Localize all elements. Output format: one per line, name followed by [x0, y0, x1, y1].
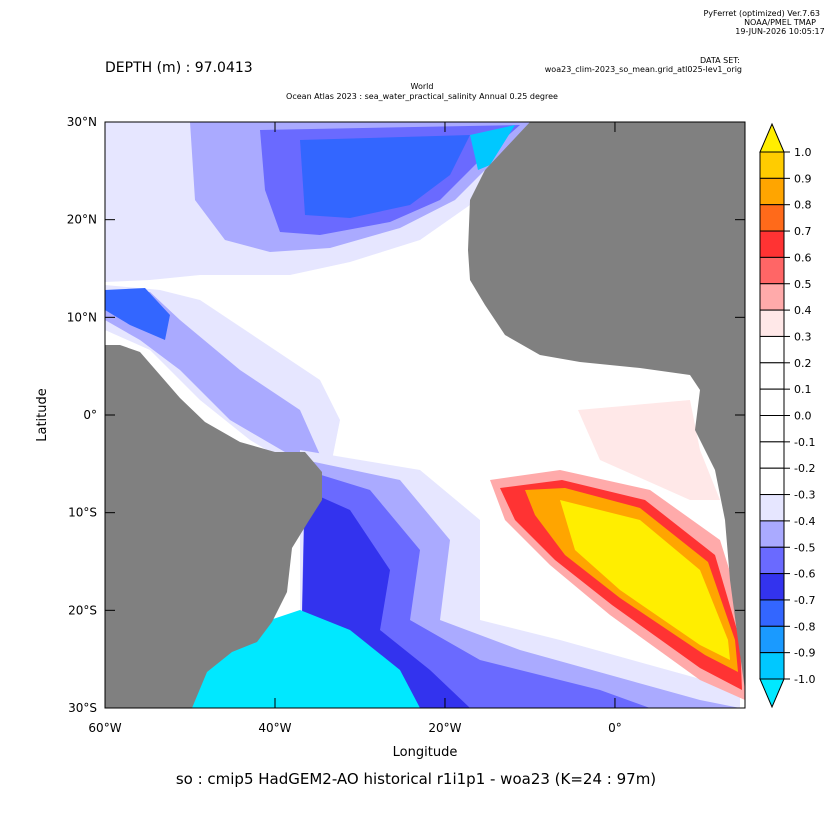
colorbar-label: -0.4 [794, 515, 815, 528]
colorbar-label: -0.5 [794, 541, 815, 554]
colorbar-box [759, 388, 785, 416]
colorbar-box [759, 652, 785, 680]
colorbar-box [759, 494, 785, 522]
colorbar-box [759, 335, 785, 364]
map-field [105, 122, 745, 708]
colorbar-label: 0.1 [794, 383, 812, 396]
colorbar-box [759, 283, 785, 311]
colorbar-label: -0.6 [794, 568, 815, 581]
colorbar-label: -0.3 [794, 489, 815, 502]
colorbar-label: -0.2 [794, 462, 815, 475]
y-tick-label: 30°N [67, 115, 97, 129]
colorbar-box [759, 362, 785, 390]
y-tick-label: 30°S [68, 701, 97, 715]
colorbar-label: 0.4 [794, 304, 812, 317]
colorbar-label: -0.7 [794, 594, 815, 607]
title-line1: World [411, 82, 434, 91]
colorbar-label: -0.9 [794, 647, 815, 660]
title-line2: Ocean Atlas 2023 : sea_water_practical_s… [286, 92, 558, 101]
x-tick-label: 40°W [258, 721, 291, 735]
y-tick-label: 10°N [67, 310, 97, 324]
x-axis-label: Longitude [393, 745, 458, 760]
colorbar-label: 0.9 [794, 172, 812, 185]
colorbar-box [759, 415, 785, 443]
colorbar-label: -1.0 [794, 673, 815, 686]
colorbar-label: 0.3 [794, 330, 812, 343]
y-tick-label: 20°S [68, 603, 97, 617]
colorbar-label: 0.8 [794, 199, 812, 212]
dataset-label: DATA SET: [700, 56, 740, 65]
colorbar-label: -0.8 [794, 620, 815, 633]
colorbar-box [759, 520, 785, 548]
y-tick-label: 0° [83, 408, 97, 422]
x-tick-label: 60°W [88, 721, 121, 735]
software: PyFerret (optimized) Ver.7.63 [703, 9, 820, 18]
depth-label: DEPTH (m) : 97.0413 [105, 60, 253, 76]
colorbar-label: -0.1 [794, 436, 815, 449]
y-tick-label: 10°S [68, 506, 97, 520]
colorbar-box [759, 546, 785, 575]
colorbar-box [759, 151, 785, 179]
colorbar-box [759, 467, 785, 496]
colorbar-box [759, 599, 785, 627]
colorbar-triangle [759, 678, 785, 709]
colorbar-box [759, 309, 785, 337]
colorbar-label: 0.7 [794, 225, 812, 238]
colorbar-box [759, 573, 785, 601]
x-tick-label: 20°W [428, 721, 461, 735]
colorbar-box [759, 177, 785, 206]
y-axis-label: Latitude [35, 388, 50, 442]
colorbar-box [759, 625, 785, 654]
dataset: woa23_clim-2023_so_mean.grid_atl025-lev1… [545, 65, 742, 74]
colorbar-label: 0.6 [794, 251, 812, 264]
colorbar-label: 0.2 [794, 357, 812, 370]
colorbar-box [759, 256, 785, 285]
timestamp: 19-JUN-2026 10:05:17 [735, 27, 824, 36]
colorbar-label: 1.0 [794, 146, 812, 159]
org: NOAA/PMEL TMAP [744, 18, 816, 27]
colorbar-box [759, 230, 785, 258]
colorbar-box [759, 441, 785, 469]
colorbar-box [759, 204, 785, 232]
y-tick-label: 20°N [67, 213, 97, 227]
colorbar-label: 0.5 [794, 278, 812, 291]
x-tick-label: 0° [608, 721, 622, 735]
colorbar-label: 0.0 [794, 410, 812, 423]
caption: so : cmip5 HadGEM2-AO historical r1i1p1 … [176, 770, 656, 788]
colorbar-triangle [759, 122, 785, 153]
